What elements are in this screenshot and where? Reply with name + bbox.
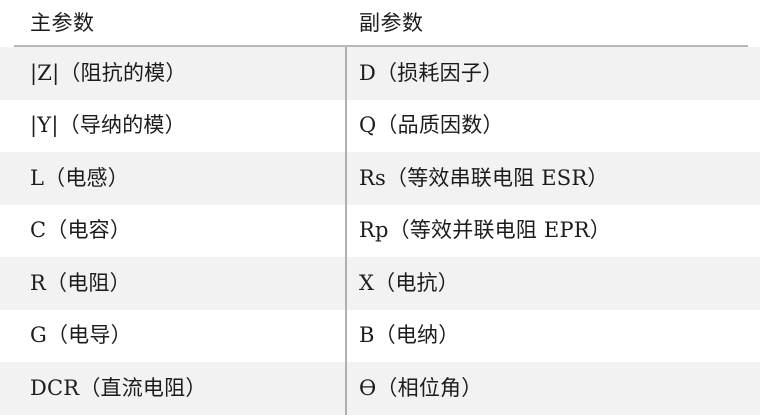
table-row: C（电容） Rp（等效并联电阻 EPR）: [0, 204, 760, 257]
cell-primary: G（电导）: [30, 323, 132, 348]
cell-secondary: X（电抗）: [359, 270, 459, 295]
cell-secondary: Rs（等效串联电阻 ESR）: [359, 165, 609, 190]
cell-secondary: Rp（等效并联电阻 EPR）: [359, 218, 611, 243]
table-row: L（电感） Rs（等效串联电阻 ESR）: [0, 152, 760, 205]
cell-primary: C（电容）: [30, 218, 132, 243]
table-row: DCR（直流电阻） Ɵ（相位角）: [0, 362, 760, 415]
cell-secondary: Ɵ（相位角）: [359, 375, 483, 400]
cell-secondary: D（损耗因子）: [359, 60, 504, 85]
cell-primary: |Z|（阻抗的模）: [30, 60, 187, 85]
table-body: |Z|（阻抗的模） D（损耗因子） |Y|（导纳的模） Q（品质因数） L（电感…: [0, 47, 760, 415]
cell-primary: |Y|（导纳的模）: [30, 113, 186, 138]
table-row: |Y|（导纳的模） Q（品质因数）: [0, 99, 760, 152]
cell-primary: R（电阻）: [30, 270, 131, 295]
table-row: G（电导） B（电纳）: [0, 309, 760, 362]
cell-primary: L（电感）: [30, 165, 129, 190]
header-separator-rule: [14, 45, 748, 47]
table-header-row: 主参数 副参数: [0, 0, 760, 46]
cell-secondary: Q（品质因数）: [359, 113, 504, 138]
cell-primary: DCR（直流电阻）: [30, 375, 207, 400]
cell-secondary: B（电纳）: [359, 323, 460, 348]
column-header-secondary: 副参数: [359, 10, 424, 35]
table-row: R（电阻） X（电抗）: [0, 257, 760, 310]
column-header-primary: 主参数: [30, 10, 95, 35]
table-row: |Z|（阻抗的模） D（损耗因子）: [0, 47, 760, 100]
